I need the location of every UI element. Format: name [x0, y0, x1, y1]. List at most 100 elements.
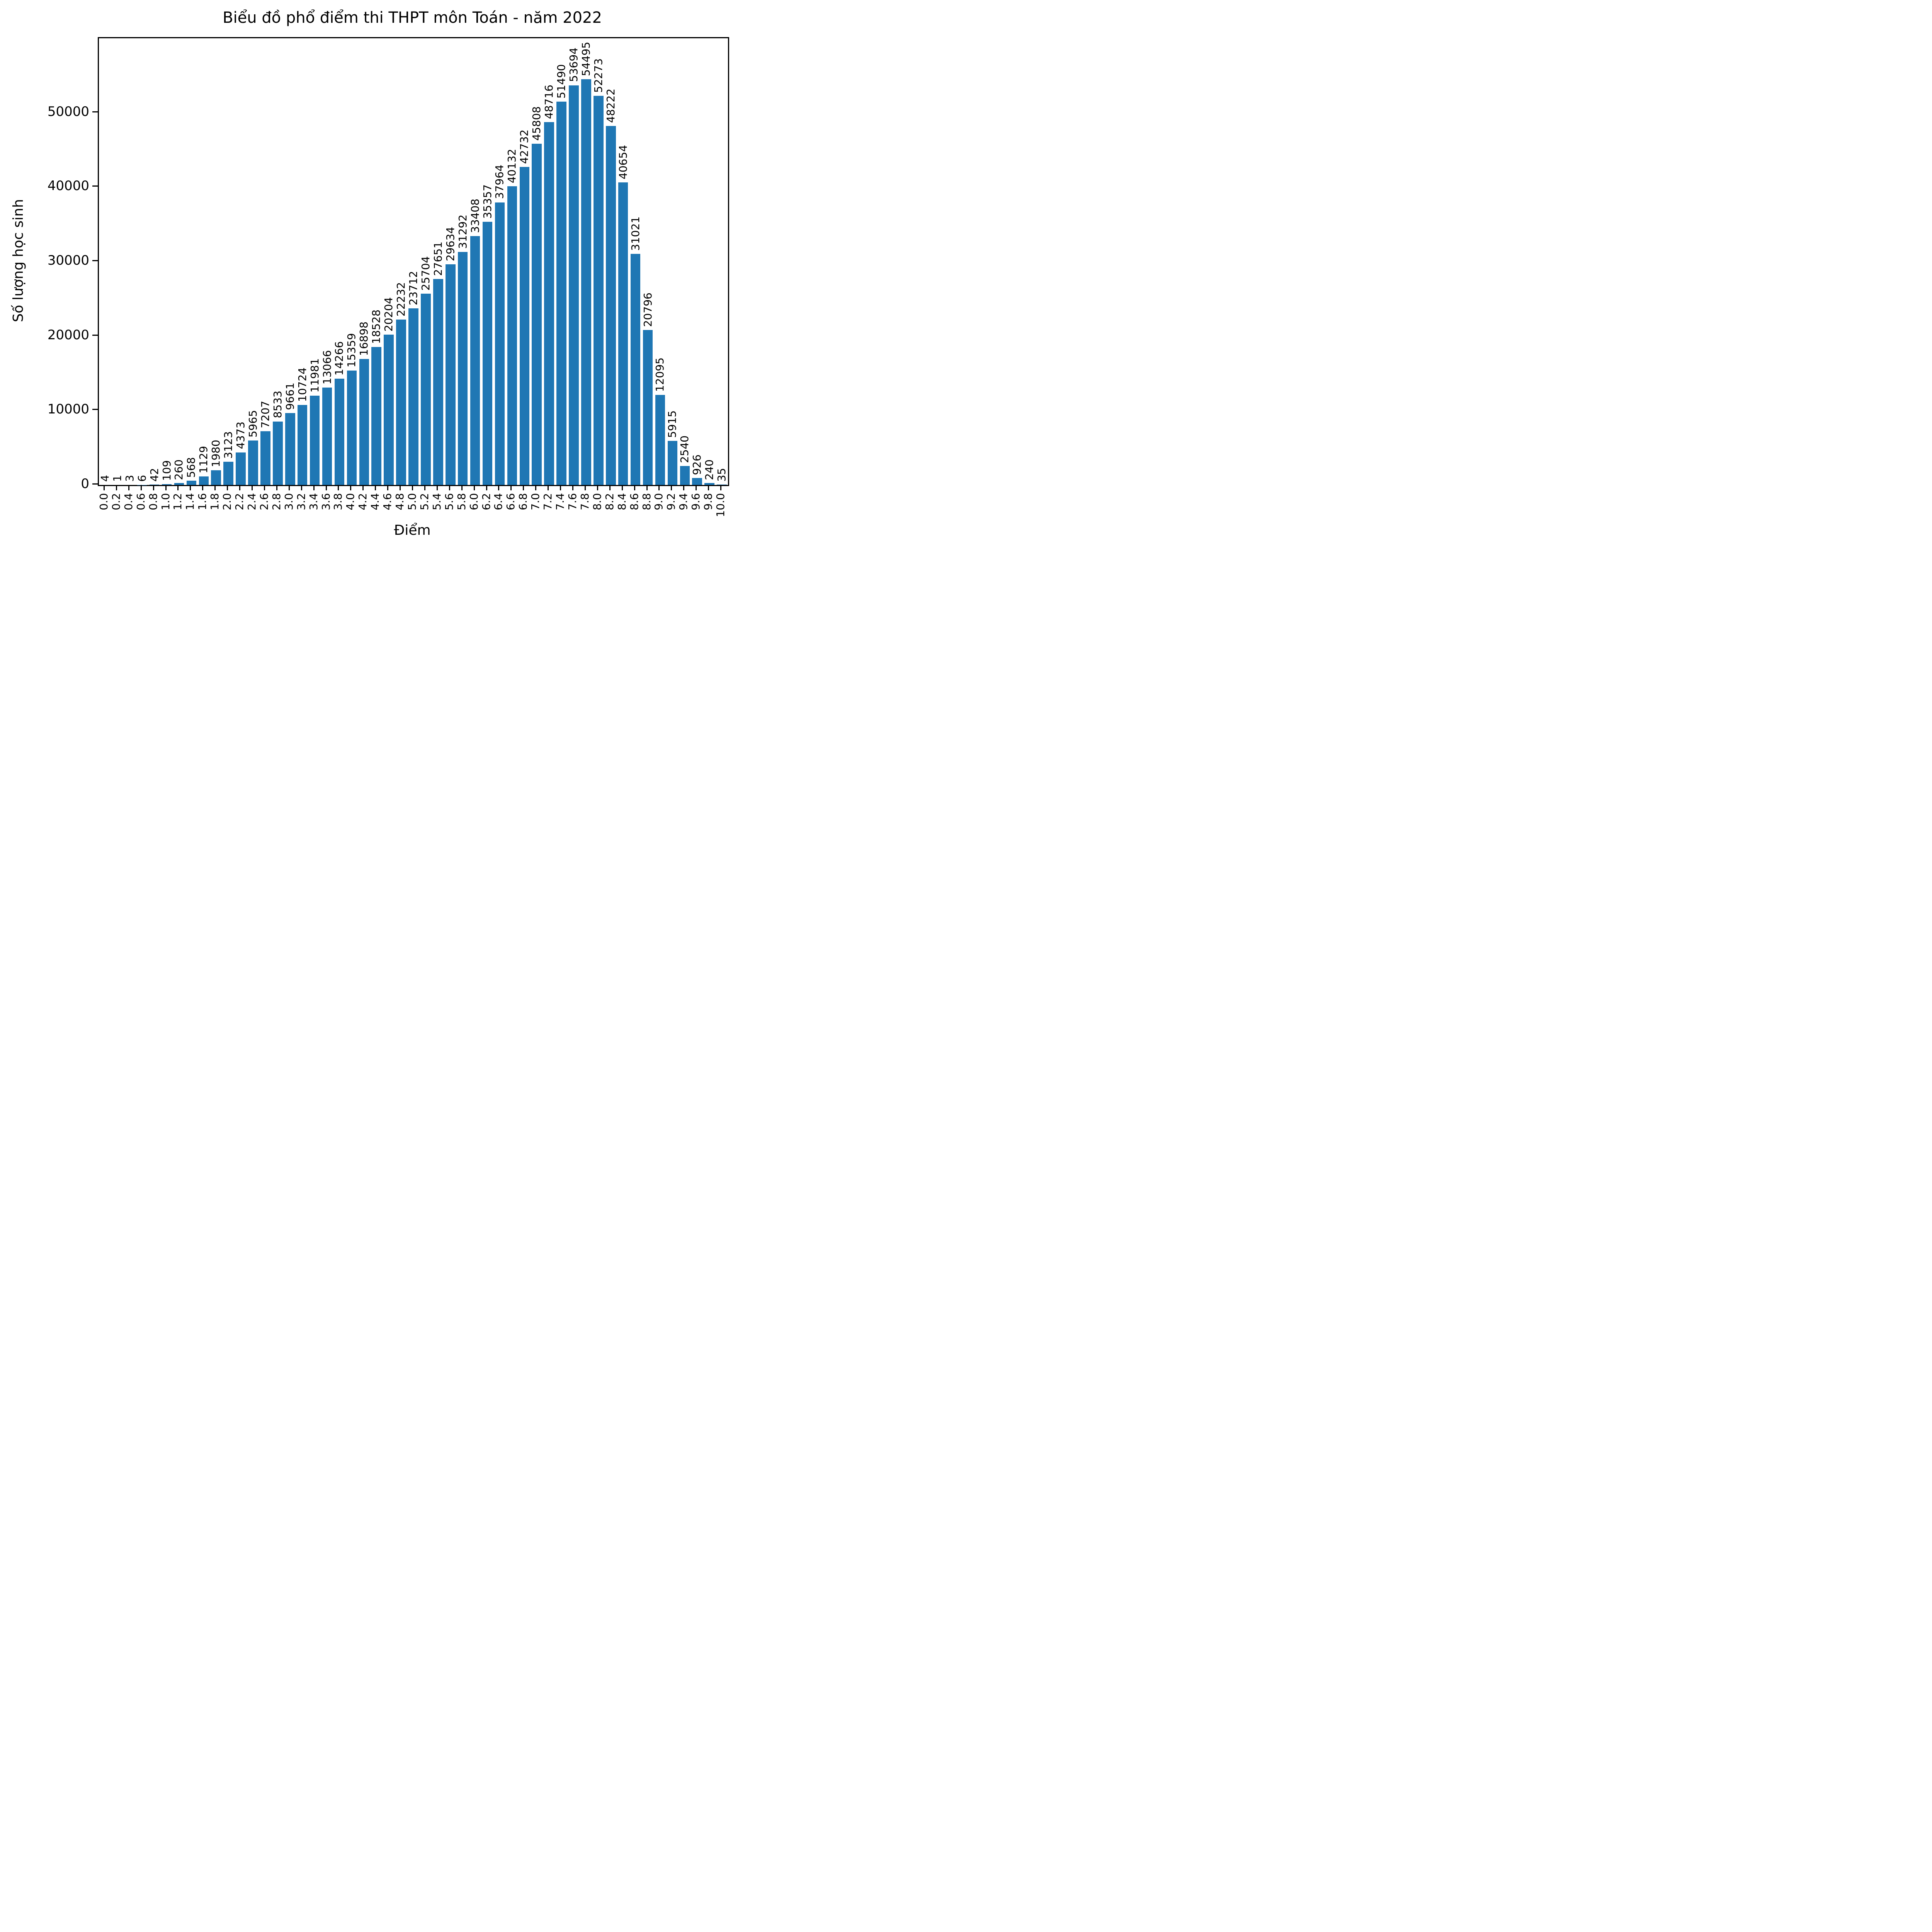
y-tick-label: 20000	[47, 327, 89, 343]
x-tick-mark	[313, 485, 315, 490]
x-tick-mark	[461, 485, 463, 490]
bar	[421, 293, 431, 485]
y-tick-label: 40000	[47, 178, 89, 194]
bar-value-label: 1129	[197, 446, 210, 474]
bar-value-label: 5915	[666, 410, 679, 438]
bar-value-label: 23712	[407, 271, 420, 306]
bar-value-label: 29634	[444, 226, 457, 262]
bar-value-label: 25704	[419, 256, 432, 291]
bar	[470, 236, 480, 485]
x-tick-label: 4.0	[344, 493, 357, 510]
bar-value-label: 14266	[333, 341, 346, 376]
x-tick-label: 5.8	[455, 493, 468, 510]
bar	[643, 330, 653, 485]
bar-value-label: 31292	[456, 214, 469, 249]
bar	[704, 483, 714, 485]
x-tick-label: 2.2	[233, 493, 246, 510]
x-tick-label: 4.6	[381, 493, 394, 510]
x-tick-label: 6.4	[492, 493, 505, 510]
x-tick-label: 7.4	[554, 493, 567, 510]
x-tick-label: 2.8	[270, 493, 283, 510]
bar	[630, 254, 641, 485]
x-tick-label: 9.0	[652, 493, 665, 510]
bar-value-label: 3123	[222, 431, 235, 459]
y-tick-label: 30000	[47, 253, 89, 268]
bar-value-label: 109	[160, 460, 173, 481]
x-tick-label: 0.2	[109, 493, 122, 510]
bar	[273, 421, 283, 485]
bar-value-label: 13066	[320, 350, 333, 385]
bar-value-label: 12095	[653, 357, 667, 392]
x-tick-mark	[609, 485, 611, 490]
bar	[680, 466, 690, 485]
x-tick-mark	[683, 485, 685, 490]
bar-value-label: 568	[185, 457, 198, 478]
x-tick-mark	[190, 485, 191, 490]
bar	[359, 359, 369, 485]
bar	[174, 483, 184, 485]
bar-value-label: 4	[98, 475, 111, 482]
bar-value-label: 42732	[518, 129, 531, 164]
x-tick-mark	[276, 485, 277, 490]
x-tick-mark	[325, 485, 327, 490]
bar	[236, 452, 246, 485]
x-tick-mark	[227, 485, 228, 490]
bar-value-label: 20796	[641, 293, 654, 327]
x-tick-label: 9.6	[689, 493, 702, 510]
x-tick-label: 0.4	[122, 493, 135, 510]
x-tick-label: 7.6	[566, 493, 579, 510]
y-tick-label: 10000	[47, 401, 89, 417]
x-tick-label: 8.0	[590, 493, 604, 510]
x-tick-label: 4.8	[393, 493, 406, 510]
x-tick-mark	[165, 485, 167, 490]
x-tick-label: 9.2	[665, 493, 678, 510]
y-tick-mark	[92, 409, 98, 410]
bar	[618, 182, 628, 485]
x-tick-label: 5.0	[406, 493, 418, 510]
x-tick-mark	[214, 485, 216, 490]
bar	[371, 347, 381, 485]
x-tick-mark	[375, 485, 376, 490]
bar-value-label: 3	[123, 475, 136, 482]
bar-value-label: 48716	[543, 85, 556, 119]
x-tick-label: 2.6	[257, 493, 270, 510]
bar	[594, 95, 604, 485]
bar-value-label: 4373	[234, 422, 247, 449]
y-tick-mark	[92, 483, 98, 485]
bar-value-label: 18528	[370, 309, 383, 344]
bar-value-label: 1980	[209, 439, 223, 467]
bar-value-label: 45808	[530, 106, 543, 141]
figure: Biểu đồ phổ điểm thi THPT môn Toán - năm…	[0, 0, 738, 547]
x-tick-label: 4.4	[369, 493, 382, 510]
bar-value-label: 48222	[604, 88, 617, 123]
chart-title: Biểu đồ phổ điểm thi THPT môn Toán - năm…	[223, 9, 602, 27]
x-tick-mark	[720, 485, 722, 490]
y-tick-mark	[92, 111, 98, 112]
bar	[495, 202, 505, 485]
bar	[556, 101, 566, 485]
x-axis-label: Điểm	[394, 522, 431, 538]
bar	[457, 252, 468, 485]
x-tick-mark	[572, 485, 573, 490]
x-tick-label: 8.8	[640, 493, 653, 510]
x-tick-mark	[584, 485, 586, 490]
x-tick-label: 6.2	[480, 493, 493, 510]
bar	[433, 279, 443, 485]
x-tick-mark	[436, 485, 438, 490]
bar-value-label: 27651	[431, 242, 444, 276]
bar-value-label: 42	[148, 468, 161, 482]
x-tick-mark	[510, 485, 512, 490]
x-tick-mark	[658, 485, 660, 490]
x-tick-mark	[646, 485, 648, 490]
x-tick-mark	[103, 485, 105, 490]
x-tick-label: 7.0	[529, 493, 542, 510]
x-tick-label: 8.2	[603, 493, 616, 510]
x-tick-mark	[338, 485, 339, 490]
bar-value-label: 35357	[481, 184, 494, 219]
x-tick-label: 6.6	[504, 493, 517, 510]
x-tick-label: 5.6	[442, 493, 456, 510]
x-tick-mark	[560, 485, 561, 490]
bar	[211, 470, 221, 485]
x-tick-mark	[696, 485, 697, 490]
x-tick-mark	[708, 485, 709, 490]
